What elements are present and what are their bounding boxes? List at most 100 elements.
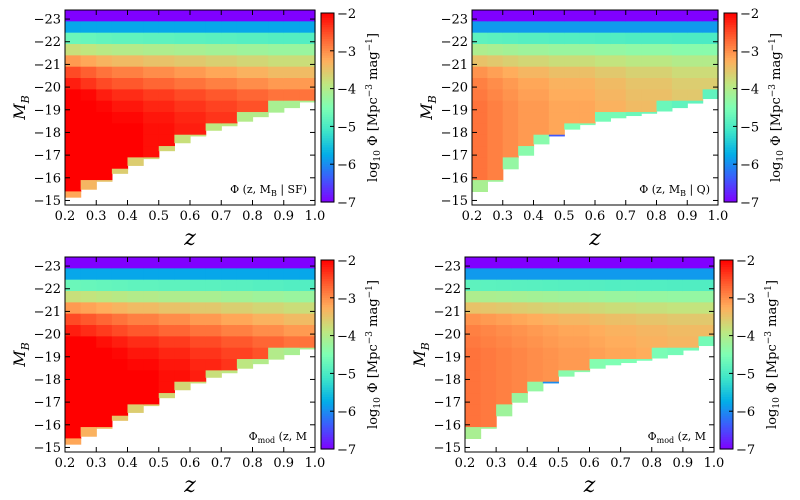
colorbar-segment [720, 427, 733, 431]
colorbar-segment [321, 281, 334, 285]
y-axis-label: MB [410, 342, 432, 367]
colorbar-segment [321, 119, 334, 123]
heatmap-cell [465, 257, 482, 269]
heatmap-cell [221, 10, 238, 22]
heatmap-cell [465, 370, 482, 383]
colorbar-segment [321, 295, 334, 299]
heatmap-cell [698, 257, 715, 269]
heatmap-cell [487, 123, 504, 136]
colorbar-segment [321, 260, 334, 263]
heatmap-cell [205, 123, 222, 131]
heatmap-cell [573, 302, 591, 315]
heatmap-cell [111, 291, 129, 303]
colorbar-segment [321, 76, 334, 80]
heatmap-cell [158, 381, 175, 394]
heatmap-cell [127, 404, 144, 413]
heatmap-cell [252, 302, 269, 315]
y-tick-label: −23 [434, 260, 461, 275]
heatmap-cell [573, 336, 591, 349]
heatmap-cell [564, 32, 581, 45]
x-axis-label: z [583, 473, 596, 498]
x-tick-label: 0.5 [148, 456, 169, 471]
heatmap-cell [518, 55, 535, 68]
x-tick-label: 0.3 [86, 209, 107, 224]
colorbar-segment [321, 60, 334, 64]
heatmap-cell [174, 44, 191, 56]
heatmap-cell [579, 112, 596, 124]
x-tick-label: 0.5 [548, 456, 569, 471]
heatmap-cell [205, 10, 222, 22]
heatmap-cell [667, 336, 684, 349]
heatmap-cell [268, 89, 285, 102]
heatmap-cell [641, 21, 658, 34]
heatmap-cell [283, 21, 300, 34]
heatmap-cell [511, 279, 528, 292]
colorbar-segment [720, 319, 733, 323]
heatmap-cell [143, 359, 160, 371]
heatmap-cell [283, 89, 300, 102]
colorbar-segment [321, 418, 334, 422]
colorbar-segment [321, 437, 334, 441]
colorbar-segment [724, 79, 737, 83]
colorbar-segment [724, 190, 737, 194]
heatmap-cell [625, 44, 642, 56]
heatmap-cell [143, 32, 160, 45]
colorbar-label: log10 Φ [Mpc−3 mag−1] [764, 280, 782, 429]
x-tick-label: 0.4 [117, 456, 138, 471]
heatmap-cell [480, 370, 497, 383]
heatmap-cell [111, 112, 129, 124]
colorbar-segment [321, 112, 334, 116]
heatmap-cell [80, 257, 97, 269]
heatmap-cell [158, 146, 175, 152]
heatmap-cell [502, 78, 519, 90]
heatmap-cell [698, 268, 715, 281]
heatmap-cell [283, 78, 300, 90]
heatmap-cell [573, 325, 591, 337]
heatmap-cell [487, 180, 504, 182]
colorbar-segment [321, 394, 334, 398]
heatmap-cell [651, 302, 668, 315]
heatmap-cell [548, 10, 565, 22]
heatmap-cell [268, 313, 285, 326]
colorbar-segment [321, 328, 334, 332]
colorbar-segment [321, 397, 334, 400]
heatmap-cell [518, 44, 535, 56]
y-tick-label: −20 [434, 328, 461, 343]
heatmap-cell [111, 393, 129, 405]
heatmap-cell [496, 279, 513, 292]
heatmap-cell [80, 112, 97, 124]
colorbar-segment [321, 269, 334, 273]
colorbar-segment [724, 147, 737, 151]
heatmap-cell [542, 347, 559, 360]
colorbar-segment [321, 29, 334, 33]
heatmap-cell [111, 168, 129, 174]
colorbar-segment [321, 307, 334, 311]
colorbar-segment [321, 375, 334, 379]
heatmap-cell [472, 44, 488, 56]
heatmap-cell [283, 291, 300, 303]
heatmap-cell [221, 21, 238, 34]
heatmap-cell [221, 55, 238, 68]
heatmap-cell [533, 21, 550, 34]
x-tick-label: 0.8 [242, 209, 263, 224]
colorbar-segment [720, 342, 733, 346]
colorbar-segment [720, 302, 733, 306]
colorbar-segment [321, 276, 334, 280]
heatmap-cell [636, 359, 653, 361]
heatmap-cell [698, 336, 715, 347]
heatmap-cell [511, 347, 528, 360]
heatmap-cell [190, 291, 207, 303]
heatmap-cell [236, 66, 254, 79]
heatmap-cell [605, 257, 622, 269]
heatmap-cell [480, 404, 497, 417]
y-tick-label: −20 [34, 81, 61, 96]
heatmap-cell [533, 123, 550, 136]
heatmap-cell [96, 336, 113, 349]
heatmap-cell [96, 44, 113, 56]
heatmap-cell [65, 325, 82, 337]
colorbar-tick-label: −2 [740, 7, 759, 22]
colorbar: −2 −3 −4 −5 −6 −7 log10 Φ [Mpc−3 mag−1] [719, 254, 782, 458]
heatmap-cell [548, 123, 565, 136]
heatmap-cell [190, 302, 207, 315]
y-tick-label: −16 [441, 171, 468, 186]
